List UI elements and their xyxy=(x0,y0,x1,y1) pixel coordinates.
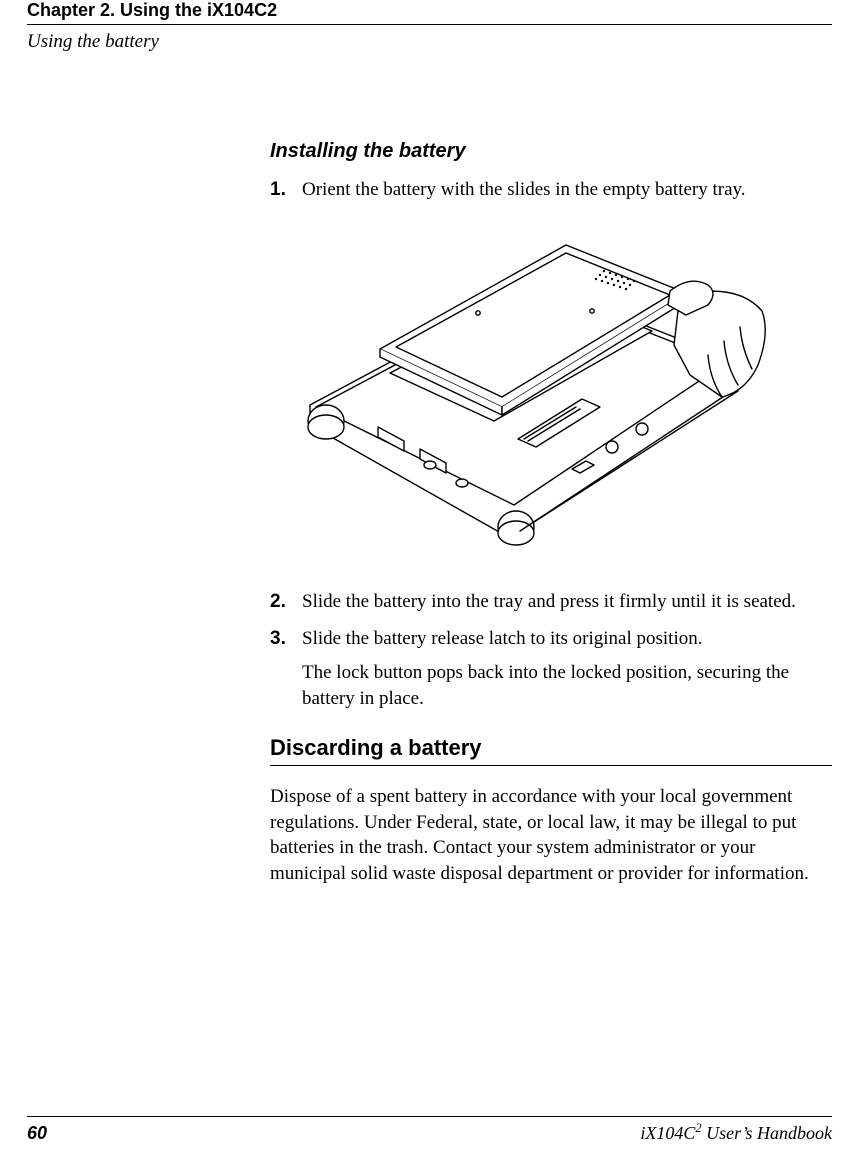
footer-row: 60 iX104C2 User’s Handbook xyxy=(27,1117,832,1144)
step-3-followup: The lock button pops back into the locke… xyxy=(302,660,832,711)
step-text: Orient the battery with the slides in th… xyxy=(302,177,832,203)
chapter-title: Chapter 2. Using the iX104C2 xyxy=(27,0,832,24)
step-number: 1. xyxy=(270,177,302,203)
step-3: 3. Slide the battery release latch to it… xyxy=(270,626,832,711)
content-area: Installing the battery 1. Orient the bat… xyxy=(270,140,832,887)
battery-diagram-svg xyxy=(270,215,768,563)
handbook-title-suffix: User’s Handbook xyxy=(702,1123,832,1143)
page-footer: 60 iX104C2 User’s Handbook xyxy=(27,1116,832,1144)
handbook-title: iX104C2 User’s Handbook xyxy=(640,1121,832,1144)
step-text: Slide the battery release latch to its o… xyxy=(302,626,832,711)
step-3-main: Slide the battery release latch to its o… xyxy=(302,628,702,649)
step-text: Slide the battery into the tray and pres… xyxy=(302,589,832,615)
page-header: Chapter 2. Using the iX104C2 Using the b… xyxy=(27,0,832,53)
page: Chapter 2. Using the iX104C2 Using the b… xyxy=(0,0,847,1154)
section-breadcrumb: Using the battery xyxy=(27,25,832,53)
step-number: 3. xyxy=(270,626,302,711)
page-number: 60 xyxy=(27,1123,47,1144)
step-1: 1. Orient the battery with the slides in… xyxy=(270,177,832,203)
install-battery-heading: Installing the battery xyxy=(270,140,832,163)
discarding-battery-body: Dispose of a spent battery in accordance… xyxy=(270,784,832,887)
step-number: 2. xyxy=(270,589,302,615)
discarding-battery-heading: Discarding a battery xyxy=(270,735,832,766)
handbook-title-prefix: iX104C xyxy=(640,1123,695,1143)
battery-install-figure xyxy=(270,215,832,563)
step-2: 2. Slide the battery into the tray and p… xyxy=(270,589,832,615)
